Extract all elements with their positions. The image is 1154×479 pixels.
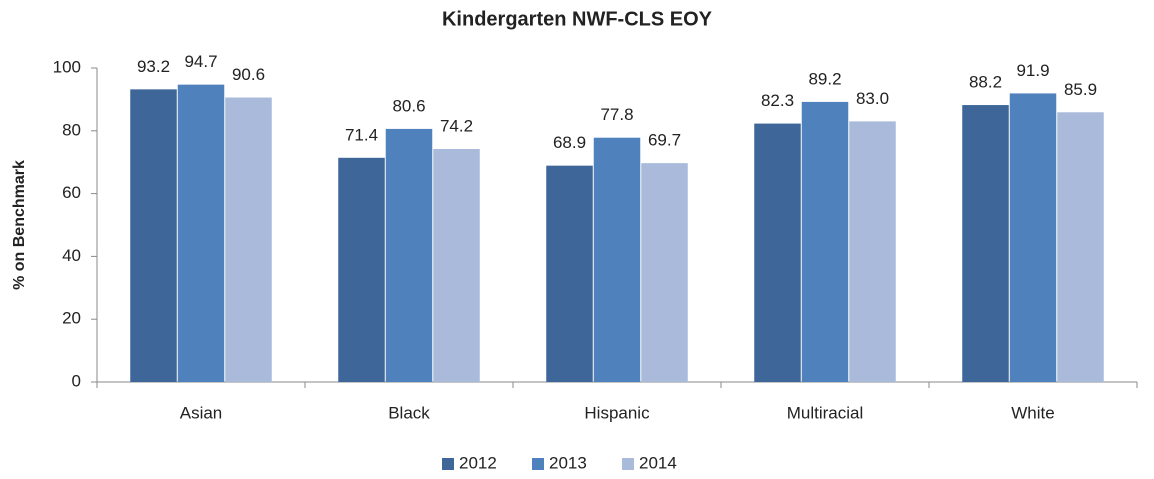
data-label: 90.6 (232, 65, 265, 84)
bar (546, 165, 593, 382)
y-tick-label: 40 (62, 246, 81, 265)
y-tick-label: 0 (72, 371, 81, 390)
data-label: 88.2 (969, 73, 1002, 92)
bar (130, 89, 177, 383)
bar (433, 149, 480, 382)
x-tick-label: White (1011, 403, 1054, 422)
legend-swatch (442, 458, 454, 470)
bar (849, 121, 896, 382)
bar (1057, 112, 1104, 383)
legend-swatch (532, 458, 544, 470)
data-label: 93.2 (137, 57, 170, 76)
data-label: 68.9 (553, 133, 586, 152)
bar (962, 105, 1009, 382)
y-axis-label: % on Benchmark (11, 160, 28, 290)
y-tick-label: 60 (62, 183, 81, 202)
y-tick-label: 20 (62, 309, 81, 328)
x-tick-label: Multiracial (787, 403, 864, 422)
data-label: 89.2 (808, 69, 841, 88)
data-label: 94.7 (184, 52, 217, 71)
legend-label: 2012 (459, 453, 497, 472)
bar (177, 84, 225, 382)
bar (641, 163, 688, 382)
bar (385, 128, 433, 382)
bar (801, 101, 849, 383)
x-tick-label: Hispanic (584, 403, 650, 422)
legend-label: 2014 (639, 453, 677, 472)
bar (225, 97, 272, 383)
bar (338, 157, 385, 382)
data-label: 85.9 (1064, 80, 1097, 99)
data-label: 91.9 (1016, 61, 1049, 80)
chart-title: Kindergarten NWF-CLS EOY (442, 8, 713, 30)
data-label: 82.3 (761, 91, 794, 110)
data-label: 74.2 (440, 116, 473, 135)
data-label: 71.4 (345, 125, 378, 144)
bar (1009, 93, 1057, 383)
bar (593, 137, 641, 382)
data-label: 83.0 (856, 89, 889, 108)
bar (754, 123, 801, 382)
data-label: 77.8 (600, 105, 633, 124)
data-label: 69.7 (648, 131, 681, 150)
legend-label: 2013 (549, 453, 587, 472)
data-label: 80.6 (392, 96, 425, 115)
x-tick-label: Asian (180, 403, 223, 422)
legend-swatch (622, 458, 634, 470)
x-tick-label: Black (388, 403, 430, 422)
y-tick-label: 80 (62, 120, 81, 139)
y-tick-label: 100 (53, 57, 81, 76)
